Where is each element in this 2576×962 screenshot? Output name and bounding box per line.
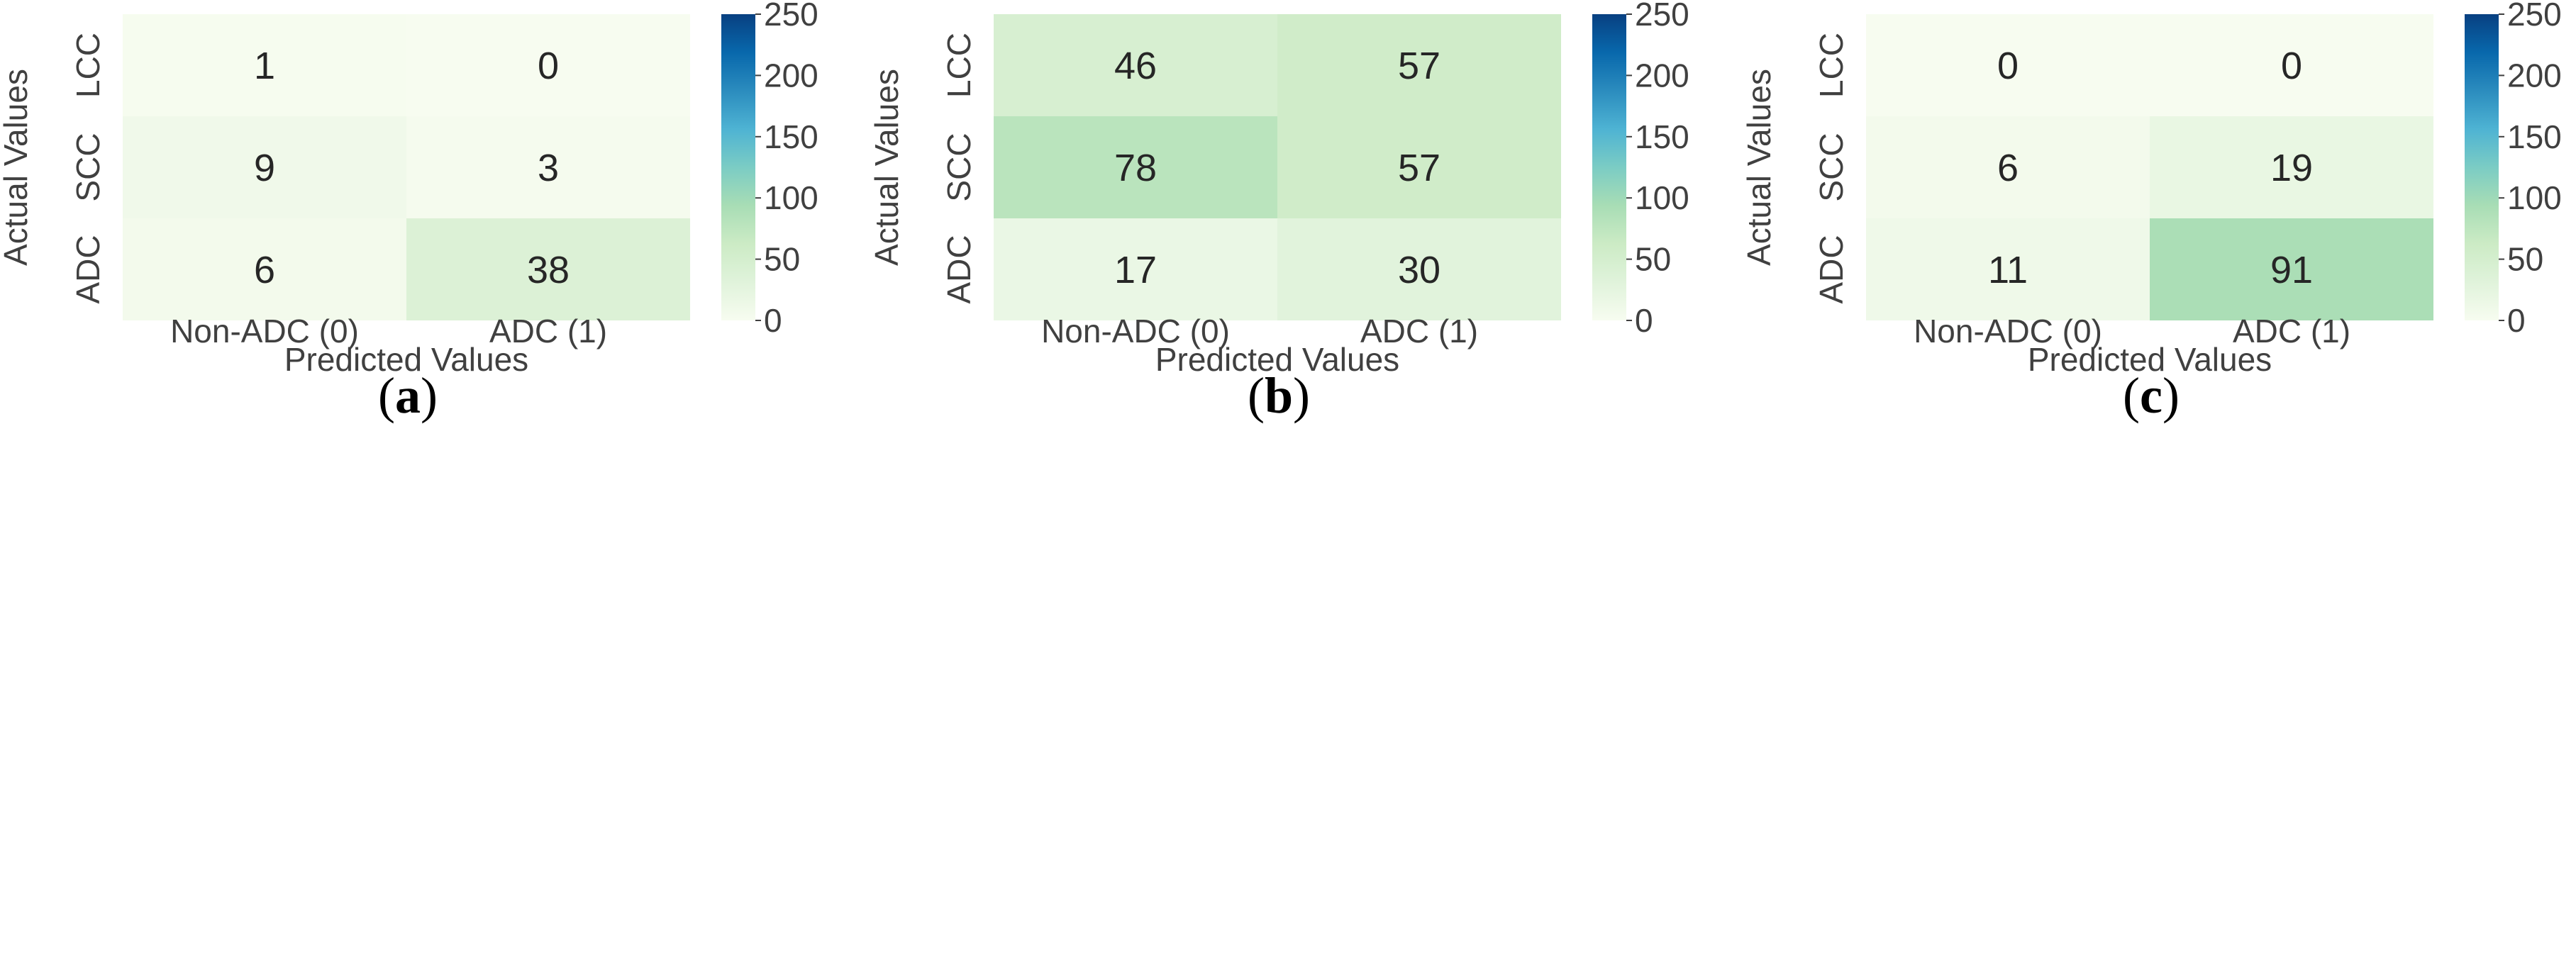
- panel-label-close-paren: ): [2163, 367, 2180, 424]
- heatmap-cell: [1866, 14, 2150, 116]
- colorbar-tick-label: 200: [2507, 57, 2562, 94]
- heatmap-cell: [406, 14, 690, 116]
- heatmap-panel-c: 0 0 6 19 11 91 Non-ADC (0) ADC (1) LCC SCC ADC Pred…: [1741, 0, 2562, 424]
- cell-value: 78: [1114, 147, 1157, 189]
- colorbar-tick-label: 150: [1635, 118, 1689, 155]
- colorbar-tick-label: 200: [1635, 57, 1689, 94]
- colorbar-tick-label: 100: [764, 179, 818, 216]
- colorbar-tick-label: 0: [1635, 302, 1653, 339]
- y-tick-label: LCC: [940, 33, 977, 98]
- cell-value: 30: [1398, 249, 1440, 291]
- x-tick-label: Non-ADC (0): [170, 313, 359, 349]
- cell-value: 11: [1988, 249, 2028, 291]
- panel-label-open-paren: (: [2123, 367, 2140, 424]
- colorbar: [1592, 14, 1626, 320]
- y-tick-label: ADC: [1813, 235, 1850, 303]
- colorbar-tick-label: 200: [764, 57, 818, 94]
- cell-value: 1: [254, 45, 275, 87]
- colorbar-tick-label: 150: [2507, 118, 2562, 155]
- colorbar-tick-label: 250: [1635, 0, 1689, 33]
- x-tick-label: ADC (1): [2233, 313, 2350, 349]
- y-tick-label: ADC: [940, 235, 977, 303]
- heatmap-cell: [1277, 14, 1561, 116]
- heatmap-cell: [994, 14, 1277, 116]
- heatmap-cell: [2150, 116, 2433, 218]
- y-tick-label: ADC: [70, 235, 106, 303]
- x-axis-title: Predicted Values: [2028, 341, 2272, 378]
- cell-value: 57: [1398, 147, 1440, 189]
- heatmap-cell: [1866, 116, 2150, 218]
- heatmap-cell: [994, 218, 1277, 320]
- x-tick-label: ADC (1): [1360, 313, 1478, 349]
- cell-value: 9: [254, 147, 275, 189]
- x-axis-title: Predicted Values: [1155, 341, 1399, 378]
- colorbar: [721, 14, 755, 320]
- cell-value: 0: [1997, 45, 2019, 87]
- x-tick-label: ADC (1): [489, 313, 607, 349]
- colorbar-tick-label: 50: [764, 241, 800, 278]
- colorbar-tick-label: 0: [764, 302, 782, 339]
- colorbar: [2465, 14, 2499, 320]
- panel-label-letter: b: [1265, 367, 1293, 424]
- panel-label-letter: c: [2140, 367, 2163, 424]
- panel-label-close-paren: ): [421, 367, 438, 424]
- colorbar-tick-label: 250: [764, 0, 818, 33]
- heatmap-cell: [406, 218, 690, 320]
- y-tick-label: SCC: [1813, 133, 1850, 201]
- colorbar-tick-label: 100: [2507, 179, 2562, 216]
- cell-value: 91: [2270, 249, 2313, 291]
- y-tick-label: SCC: [70, 133, 106, 201]
- colorbar-tick-label: 50: [2507, 241, 2543, 278]
- cell-value: 17: [1114, 249, 1157, 291]
- y-axis-title: Actual Values: [1741, 69, 1777, 266]
- heatmap-cell: [123, 14, 406, 116]
- cell-value: 3: [538, 147, 559, 189]
- heatmap-cell: [994, 116, 1277, 218]
- x-tick-label: Non-ADC (0): [1041, 313, 1230, 349]
- panel-label-close-paren: ): [1293, 367, 1310, 424]
- heatmap-panel-b: 46 57 78 57 17 30 Non-ADC (0) ADC (1) LCC SCC ADC P…: [868, 0, 1689, 424]
- heatmap-cell: [123, 116, 406, 218]
- panel-label: (c): [2123, 367, 2180, 424]
- panel-label: (b): [1248, 367, 1310, 424]
- panel-label-open-paren: (: [378, 367, 395, 424]
- cell-value: 19: [2270, 147, 2313, 189]
- heatmap-panel-a: 1 0 9 3 6 38 Non-ADC (0) ADC (1) LCC SCC ADC Predic…: [0, 0, 818, 424]
- cell-value: 46: [1114, 45, 1157, 87]
- colorbar-tick-label: 50: [1635, 241, 1671, 278]
- heatmap-cell: [1866, 218, 2150, 320]
- heatmap-cell: [406, 116, 690, 218]
- cell-value: 57: [1398, 45, 1440, 87]
- colorbar-tick-label: 100: [1635, 179, 1689, 216]
- x-tick-label: Non-ADC (0): [1914, 313, 2102, 349]
- heatmap-cell: [1277, 218, 1561, 320]
- y-axis-title: Actual Values: [868, 69, 905, 266]
- y-tick-label: LCC: [70, 33, 106, 98]
- heatmap-cell: [2150, 14, 2433, 116]
- y-tick-label: LCC: [1813, 33, 1850, 98]
- colorbar-tick-label: 150: [764, 118, 818, 155]
- panel-label-letter: a: [395, 367, 421, 424]
- heatmap-cell: [1277, 116, 1561, 218]
- colorbar-tick-label: 0: [2507, 302, 2526, 339]
- heatmap-cell: [123, 218, 406, 320]
- cell-value: 38: [527, 249, 570, 291]
- heatmap-cell: [2150, 218, 2433, 320]
- y-axis-title: Actual Values: [0, 69, 34, 266]
- cell-value: 6: [1997, 147, 2019, 189]
- panel-label-open-paren: (: [1248, 367, 1265, 424]
- cell-value: 0: [2281, 45, 2302, 87]
- colorbar-tick-label: 250: [2507, 0, 2562, 33]
- cell-value: 0: [538, 45, 559, 87]
- panel-label: (a): [378, 367, 438, 424]
- x-axis-title: Predicted Values: [284, 341, 528, 378]
- y-tick-label: SCC: [940, 133, 977, 201]
- cell-value: 6: [254, 249, 275, 291]
